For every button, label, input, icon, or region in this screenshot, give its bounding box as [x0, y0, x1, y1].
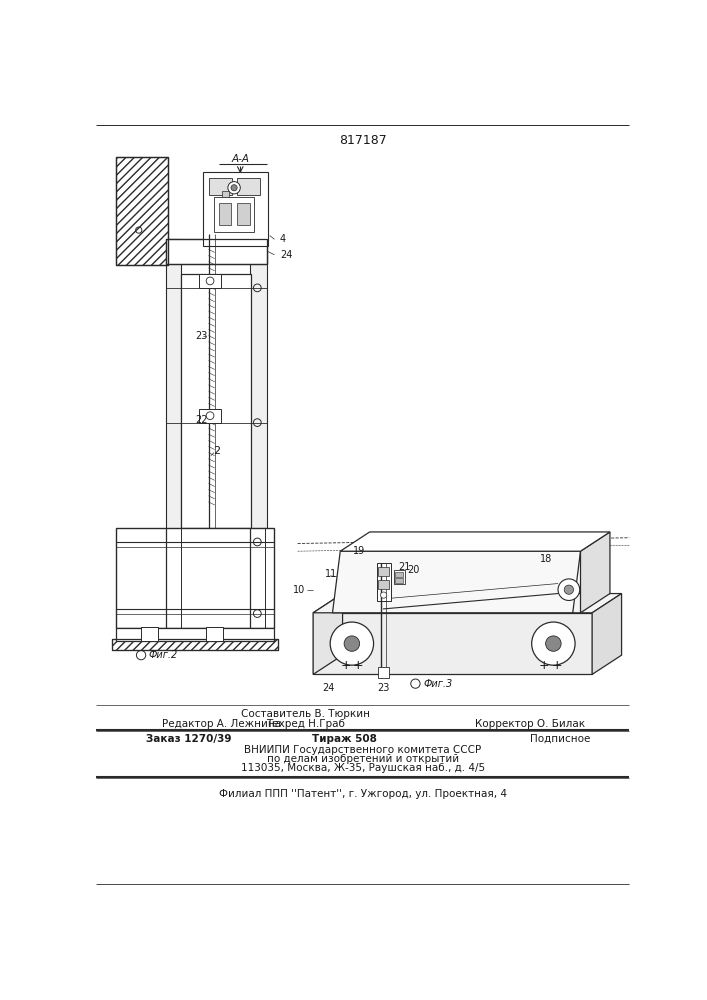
- Bar: [378, 667, 389, 678]
- Polygon shape: [580, 532, 610, 613]
- Bar: [166, 239, 182, 636]
- Text: Техред Н.Граб: Техред Н.Граб: [266, 719, 345, 729]
- Polygon shape: [313, 613, 592, 674]
- Bar: [222, 191, 230, 197]
- Bar: [378, 567, 389, 576]
- Circle shape: [380, 592, 387, 598]
- Text: ВНИИПИ Государственного комитета СССР: ВНИИПИ Государственного комитета СССР: [244, 745, 481, 755]
- Text: Фиг.3: Фиг.3: [423, 679, 452, 689]
- Bar: [199, 409, 221, 423]
- Circle shape: [330, 622, 373, 665]
- Circle shape: [231, 185, 237, 191]
- Circle shape: [228, 182, 240, 194]
- Bar: [115, 157, 168, 265]
- Circle shape: [532, 622, 575, 665]
- Circle shape: [546, 636, 561, 651]
- Text: 11: 11: [325, 569, 337, 579]
- Bar: [378, 580, 389, 589]
- Bar: [377, 563, 391, 601]
- Text: 23: 23: [195, 331, 208, 341]
- Text: Подписное: Подписное: [530, 734, 590, 744]
- Bar: [395, 578, 403, 583]
- Text: +: +: [539, 659, 549, 672]
- Text: 18: 18: [539, 554, 551, 564]
- Bar: [206, 627, 223, 641]
- Text: Корректор О. Билак: Корректор О. Билак: [475, 719, 585, 729]
- Text: 23: 23: [378, 683, 390, 693]
- Bar: [115, 628, 274, 641]
- Text: +: +: [551, 659, 562, 672]
- Bar: [115, 157, 168, 265]
- Bar: [395, 572, 403, 577]
- Circle shape: [344, 636, 360, 651]
- Text: 20: 20: [408, 565, 420, 575]
- Text: 4: 4: [280, 234, 286, 244]
- Text: Филиал ППП ''Патент'', г. Ужгород, ул. Проектная, 4: Филиал ППП ''Патент'', г. Ужгород, ул. П…: [218, 789, 507, 799]
- Text: +: +: [353, 659, 363, 672]
- Text: 24: 24: [322, 683, 335, 693]
- Polygon shape: [313, 594, 343, 674]
- Circle shape: [564, 585, 573, 594]
- Bar: [166, 239, 267, 264]
- Circle shape: [558, 579, 580, 600]
- Text: Редактор А. Лежнина: Редактор А. Лежнина: [162, 719, 281, 729]
- Bar: [237, 178, 260, 195]
- Text: 22: 22: [195, 415, 208, 425]
- Bar: [182, 274, 251, 528]
- Bar: [112, 639, 279, 650]
- Bar: [250, 239, 267, 528]
- Bar: [199, 274, 221, 288]
- Polygon shape: [592, 594, 621, 674]
- Bar: [115, 528, 274, 628]
- Bar: [214, 197, 255, 232]
- Text: 21: 21: [398, 562, 411, 572]
- Text: 817187: 817187: [339, 134, 387, 147]
- Text: 10: 10: [293, 585, 305, 595]
- Bar: [237, 203, 250, 225]
- Text: +: +: [340, 659, 351, 672]
- Bar: [112, 639, 279, 650]
- Bar: [394, 570, 404, 584]
- Text: 19: 19: [353, 546, 365, 556]
- Text: Заказ 1270/39: Заказ 1270/39: [146, 734, 232, 744]
- Bar: [166, 239, 267, 264]
- Bar: [141, 627, 158, 641]
- Text: Фиг.2: Фиг.2: [149, 650, 178, 660]
- Bar: [203, 172, 268, 246]
- Polygon shape: [332, 551, 580, 613]
- Bar: [209, 178, 232, 195]
- Text: 113035, Москва, Ж-35, Раушская наб., д. 4/5: 113035, Москва, Ж-35, Раушская наб., д. …: [240, 763, 485, 773]
- Text: 2: 2: [213, 446, 220, 456]
- Text: по делам изобретений и открытий: по делам изобретений и открытий: [267, 754, 459, 764]
- Text: Тираж 508: Тираж 508: [312, 734, 377, 744]
- Polygon shape: [313, 594, 621, 613]
- Text: 24: 24: [280, 250, 292, 260]
- Bar: [218, 203, 231, 225]
- Text: А-А: А-А: [231, 154, 250, 164]
- Text: Составитель В. Тюркин: Составитель В. Тюркин: [241, 709, 370, 719]
- Polygon shape: [340, 532, 610, 551]
